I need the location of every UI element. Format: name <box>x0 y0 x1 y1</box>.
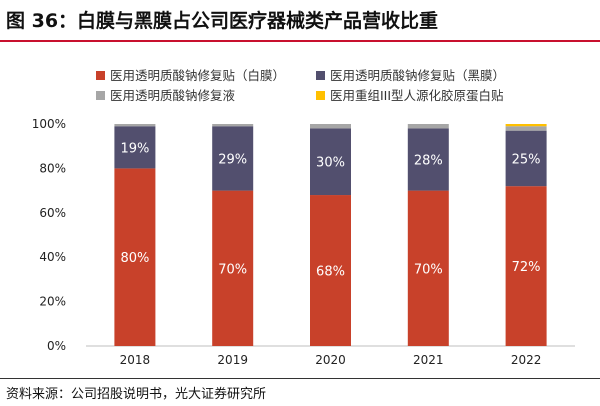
legend-label: 医用透明质酸钠修复贴（白膜） <box>110 68 285 83</box>
bar-segment <box>407 190 449 346</box>
legend-label: 医用透明质酸钠修复液 <box>110 88 236 103</box>
title-divider <box>0 40 600 42</box>
y-tick-label: 0% <box>47 339 66 353</box>
legend-swatch <box>316 71 325 80</box>
bar-segment <box>212 124 254 127</box>
x-tick-label: 2021 <box>413 353 444 367</box>
bar-segment <box>505 130 547 187</box>
y-tick-label: 100% <box>32 117 66 131</box>
legend-swatch <box>316 91 325 100</box>
data-label: 80% <box>120 251 149 266</box>
bar-segment <box>310 195 351 346</box>
y-tick-label: 20% <box>39 295 66 309</box>
x-tick-label: 2020 <box>315 353 346 367</box>
data-label: 68% <box>316 265 345 280</box>
bar-segment <box>114 168 156 346</box>
y-tick-label: 60% <box>39 206 66 220</box>
data-label: 70% <box>218 262 247 277</box>
bar-segment <box>310 124 351 129</box>
legend-swatch <box>96 71 105 80</box>
data-label: 72% <box>512 260 541 275</box>
bar-segment <box>114 126 156 169</box>
data-label: 70% <box>414 262 443 277</box>
data-label: 28% <box>414 154 443 169</box>
legend-label: 医用透明质酸钠修复贴（黑膜） <box>330 68 505 83</box>
source-divider <box>0 378 600 379</box>
bar-segment <box>212 190 254 346</box>
x-tick-label: 2018 <box>120 353 151 367</box>
bar-segment <box>407 124 449 129</box>
bar-segment <box>310 128 351 196</box>
legend-label: 医用重组III型人源化胶原蛋白贴 <box>330 88 504 103</box>
data-label: 25% <box>512 152 541 167</box>
x-tick-label: 2019 <box>217 353 248 367</box>
bar-segment <box>114 124 156 127</box>
x-tick-label: 2022 <box>511 353 542 367</box>
bar-segment <box>212 126 254 191</box>
bar-segment <box>407 128 449 191</box>
data-label: 29% <box>218 152 247 167</box>
figure-title: 图 36：白膜与黑膜占公司医疗器械类产品营收比重 <box>6 10 439 32</box>
legend-swatch <box>96 91 105 100</box>
bar-segment <box>505 186 547 346</box>
source-note: 资料来源：公司招股说明书，光大证券研究所 <box>6 387 267 402</box>
y-tick-label: 80% <box>39 161 66 175</box>
bar-segment <box>505 126 547 131</box>
y-tick-label: 40% <box>39 250 66 264</box>
bar-segment <box>505 124 547 127</box>
data-label: 30% <box>316 156 345 171</box>
data-label: 19% <box>120 141 149 156</box>
